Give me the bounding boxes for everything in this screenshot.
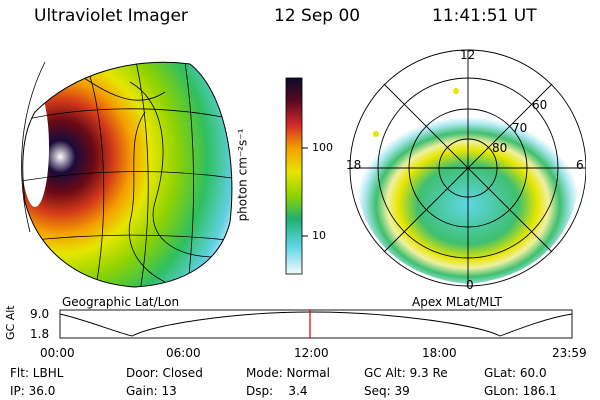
observation-date: 12 Sep 00 xyxy=(274,6,361,26)
colorbar-label: photon cm⁻²s⁻¹ xyxy=(235,128,250,222)
geo-caption: Geographic Lat/Lon xyxy=(62,295,180,309)
status-gain: Gain: 13 xyxy=(126,384,177,398)
mlt-label-18: 18 xyxy=(346,158,362,172)
mlt-label-6: 6 xyxy=(576,158,584,172)
instrument-name: Ultraviolet Imager xyxy=(34,6,188,26)
timeline-ytick-top: 9.0 xyxy=(30,307,50,321)
status-door: Door: Closed xyxy=(126,366,203,380)
status-dsp: Dsp: 3.4 xyxy=(246,384,308,398)
colorbar xyxy=(285,77,308,275)
status-glat: GLat: 60.0 xyxy=(484,366,547,380)
mlat-label-60: 60 xyxy=(532,98,548,112)
colorbar-tick-100: 100 xyxy=(312,141,333,154)
observation-time: 11:41:51 UT xyxy=(432,6,537,26)
mlat-label-80: 80 xyxy=(492,141,508,155)
timeline-ylabel: GC Alt xyxy=(4,305,17,340)
polar-map xyxy=(349,49,586,287)
geographic-map xyxy=(21,61,233,288)
mlat-label-70: 70 xyxy=(512,121,528,135)
altitude-timeline xyxy=(59,309,573,339)
colorbar-tick-10: 10 xyxy=(312,229,326,242)
timeline-ytick-bottom: 1.8 xyxy=(30,327,50,341)
status-seq: Seq: 39 xyxy=(364,384,410,398)
timeline-xtick-0600: 06:00 xyxy=(166,346,201,360)
mlt-label-12: 12 xyxy=(460,48,476,62)
status-filter: Flt: LBHL xyxy=(10,366,64,380)
status-glon: GLon: 186.1 xyxy=(484,384,557,398)
timeline-xtick-0000: 00:00 xyxy=(40,346,75,360)
polar-caption: Apex MLat/MLT xyxy=(412,295,502,309)
timeline-xtick-1800: 18:00 xyxy=(422,346,457,360)
timeline-xtick-2359: 23:59 xyxy=(552,346,587,360)
status-gc-alt: GC Alt: 9.3 Re xyxy=(364,366,448,380)
timeline-xtick-1200: 12:00 xyxy=(294,346,329,360)
mlt-label-0: 0 xyxy=(466,278,474,292)
status-mode: Mode: Normal xyxy=(246,366,330,380)
status-ip: IP: 36.0 xyxy=(10,384,56,398)
